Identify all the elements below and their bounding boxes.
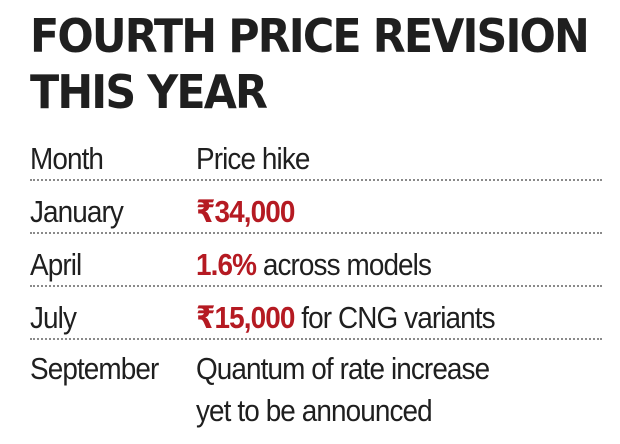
- month-cell: July: [30, 300, 77, 335]
- month-cell: January: [30, 194, 124, 229]
- price-hike-value: ₹15,000: [196, 300, 295, 335]
- month-cell: September: [30, 351, 159, 386]
- month-cell: April: [30, 247, 82, 282]
- price-hike-description-line-2: yet to be announced: [196, 393, 433, 428]
- price-hike-cell: ₹15,000 for CNG variants: [196, 297, 496, 339]
- table-row-july: July ₹15,000 for CNG variants: [30, 287, 602, 340]
- price-hike-description-line-1: Quantum of rate increase: [196, 351, 490, 386]
- headline-line-1: FOURTH PRICE REVISION: [30, 9, 590, 63]
- table-row-january: January ₹34,000: [30, 181, 602, 234]
- price-hike-cell: ₹34,000: [196, 191, 295, 233]
- price-hike-value: ₹34,000: [196, 194, 295, 229]
- headline-line-2: THIS YEAR: [30, 65, 268, 119]
- price-hike-value: 1.6%: [196, 247, 257, 282]
- table-row-april: April 1.6% across models: [30, 234, 602, 287]
- price-hike-description: across models: [256, 247, 432, 282]
- table-row-september: September Quantum of rate increase yet t…: [30, 340, 602, 440]
- price-hike-description: for CNG variants: [294, 300, 495, 335]
- column-header-price-hike: Price hike: [196, 141, 310, 176]
- headline: FOURTH PRICE REVISION THIS YEAR: [30, 8, 600, 120]
- column-header-month: Month: [30, 141, 104, 176]
- price-revision-table: Month Price hike January ₹34,000 April 1…: [30, 128, 602, 440]
- price-hike-cell: Quantum of rate increase yet to be annou…: [196, 348, 490, 432]
- table-header-row: Month Price hike: [30, 128, 602, 181]
- price-hike-cell: 1.6% across models: [196, 244, 432, 286]
